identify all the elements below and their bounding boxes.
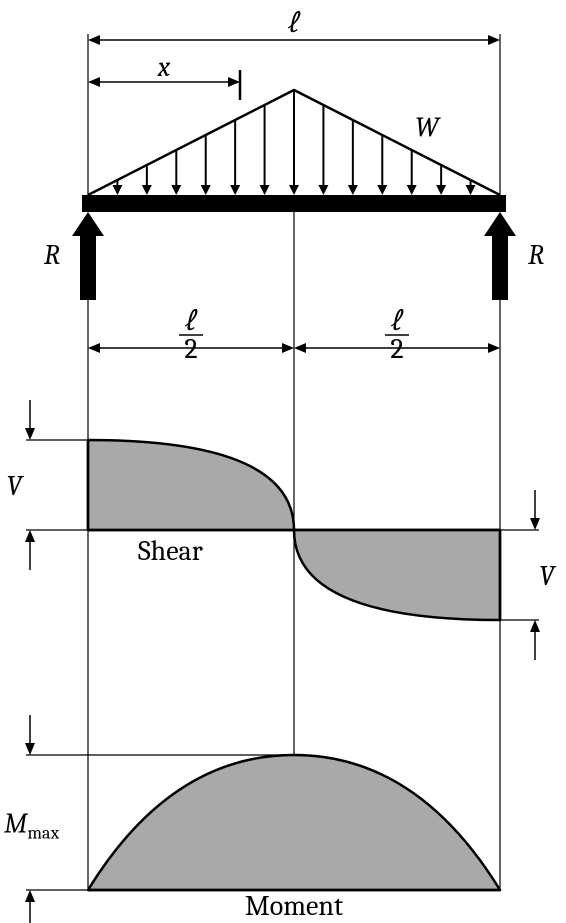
x-label: x — [157, 51, 171, 83]
v-left-label: V — [7, 470, 25, 502]
reaction-left — [72, 212, 104, 300]
beam-diagram: ℓxWRRℓ2ℓ2VVShearMmaxMoment — [0, 0, 566, 923]
shear-diagram — [26, 440, 539, 620]
shear-label: Shear — [138, 535, 203, 567]
r-left-label: R — [44, 239, 60, 271]
v-right-label: V — [539, 560, 557, 592]
moment-label: Moment — [245, 890, 343, 922]
moment-diagram — [26, 755, 500, 890]
mmax-label: Mmax — [4, 808, 59, 844]
half-right-den: 2 — [390, 333, 403, 365]
span-label: ℓ — [288, 7, 301, 39]
reaction-right — [484, 212, 516, 300]
half-left-den: 2 — [184, 333, 197, 365]
r-right-label: R — [528, 239, 544, 271]
w-label: W — [415, 112, 441, 144]
